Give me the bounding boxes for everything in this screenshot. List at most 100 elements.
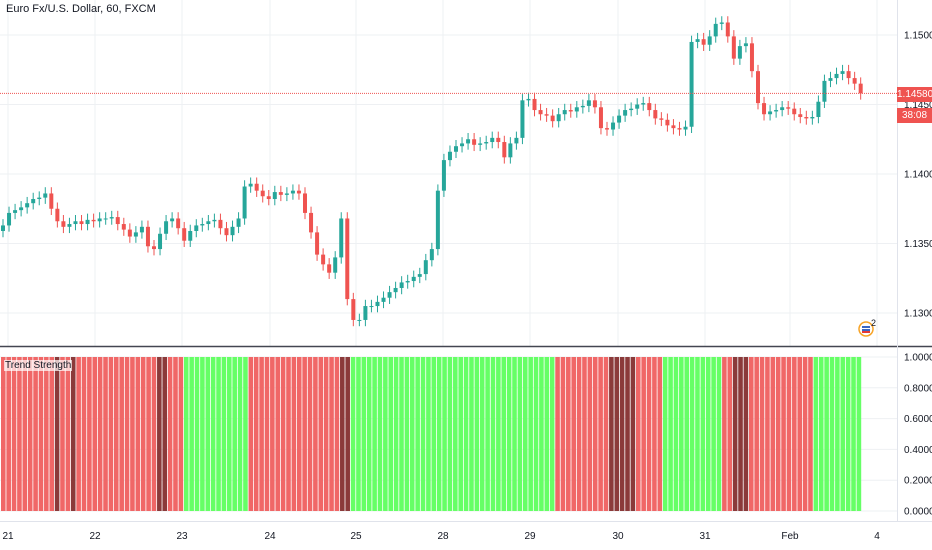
candle-body — [719, 22, 724, 24]
trend-strength-bar — [210, 357, 216, 511]
candle-body — [357, 319, 362, 321]
candle-body — [345, 218, 350, 300]
trend-strength-bar — [350, 357, 356, 511]
trend-strength-bar — [705, 357, 711, 511]
candle-body — [309, 212, 314, 233]
candle-body — [496, 137, 501, 143]
time-tick-label: 25 — [350, 531, 362, 542]
trend-strength-bar — [372, 357, 377, 511]
symbol-title[interactable]: Euro Fx/U.S. Dollar, 60, FXCM — [6, 3, 156, 15]
indicator-tick-label: 0.6000 — [904, 414, 932, 425]
trend-strength-bar — [630, 357, 636, 511]
candle-body — [260, 190, 265, 197]
trend-strength-bar — [334, 357, 340, 511]
trend-strength-bar — [33, 357, 38, 511]
candle-body — [91, 219, 96, 222]
trend-strength-bar — [119, 357, 124, 511]
trend-strength-bar — [17, 357, 22, 511]
time-tick-label: 29 — [524, 531, 536, 542]
candle-body — [145, 226, 150, 247]
candle-body — [822, 80, 827, 102]
trend-strength-bar — [426, 357, 431, 511]
trend-strength-bar — [60, 357, 65, 511]
time-axis: 21 22 23 24 25 28 29 30 31 Feb 4 — [2, 531, 880, 542]
trend-strength-bar — [684, 357, 689, 511]
trend-strength-bar — [200, 357, 205, 511]
trend-strength-bar — [856, 357, 862, 511]
candle-body — [296, 190, 301, 194]
trend-strength-bar — [700, 357, 706, 511]
candle-body — [399, 282, 404, 288]
candle-body — [188, 230, 193, 241]
trend-strength-bar — [361, 357, 367, 511]
countdown-tag: 38:08 — [897, 108, 932, 123]
candle-body — [598, 107, 603, 129]
candle-body — [731, 36, 736, 59]
trend-strength-bar — [469, 357, 474, 511]
trend-strength-bar — [442, 357, 447, 511]
trend-strength-bar — [646, 357, 652, 511]
candle-body — [109, 217, 114, 219]
candle-body — [1, 225, 5, 231]
candle-body — [671, 125, 676, 129]
trend-strength-bar — [792, 357, 797, 511]
candle-body — [484, 142, 489, 144]
candle-body — [629, 108, 634, 111]
candle-body — [381, 297, 386, 302]
trend-strength-bar — [11, 357, 17, 511]
candle-body — [466, 139, 471, 144]
candle-body — [73, 221, 78, 225]
trend-strength-bar — [555, 357, 560, 511]
candle-body — [502, 142, 507, 158]
trend-strength-bar — [765, 357, 770, 511]
candle-body — [393, 287, 398, 293]
candle-body — [768, 111, 773, 115]
candle-body — [840, 71, 845, 74]
trend-strength-bar — [571, 357, 576, 511]
candle-body — [49, 193, 54, 209]
trend-strength-bar — [286, 357, 291, 511]
trend-strength-bar — [474, 357, 480, 511]
time-tick-label: 24 — [264, 531, 276, 542]
trend-strength-bar — [824, 357, 829, 511]
trend-strength-bar — [813, 357, 819, 511]
candle-body — [737, 46, 742, 59]
candle-body — [647, 103, 652, 111]
trend-strength-bar — [770, 357, 776, 511]
trend-strength-bar — [673, 357, 679, 511]
indicator-label[interactable]: Trend Strength — [4, 360, 73, 371]
flag-badge[interactable]: 2 — [858, 318, 876, 337]
candle-body — [659, 118, 664, 120]
candle-body — [182, 228, 187, 241]
trend-strength-bar — [65, 357, 71, 511]
trend-strength-bar — [517, 357, 523, 511]
candle-body — [743, 43, 748, 47]
trend-strength-bar — [775, 357, 781, 511]
indicator-axis: 1.0000 0.8000 0.6000 0.4000 0.2000 0.0000 — [904, 353, 932, 518]
candle-body — [333, 257, 338, 273]
trend-strength-bar — [323, 357, 329, 511]
trend-strength-bar — [409, 357, 415, 511]
candle-body — [121, 224, 126, 230]
candle-body — [828, 78, 833, 81]
trend-strength-bar — [781, 357, 786, 511]
time-tick-label: 22 — [89, 531, 101, 542]
trend-strength-bar — [668, 357, 673, 511]
trend-strength-bar — [151, 357, 157, 511]
candle-body — [460, 143, 465, 147]
candle-body — [623, 110, 628, 116]
trend-strength-bar — [635, 357, 641, 511]
trend-strength-bar — [329, 357, 334, 511]
candle-body — [429, 249, 434, 261]
candle-body — [127, 229, 132, 237]
candle-body — [713, 23, 718, 37]
candle-body — [792, 108, 797, 115]
trend-strength-bar — [453, 357, 458, 511]
candle-body — [194, 225, 199, 231]
trend-strength-bar — [431, 357, 437, 511]
candle-body — [37, 197, 42, 200]
trend-strength-bar — [404, 357, 410, 511]
trend-strength-bar — [512, 357, 517, 511]
trend-strength-bars — [1, 357, 862, 511]
